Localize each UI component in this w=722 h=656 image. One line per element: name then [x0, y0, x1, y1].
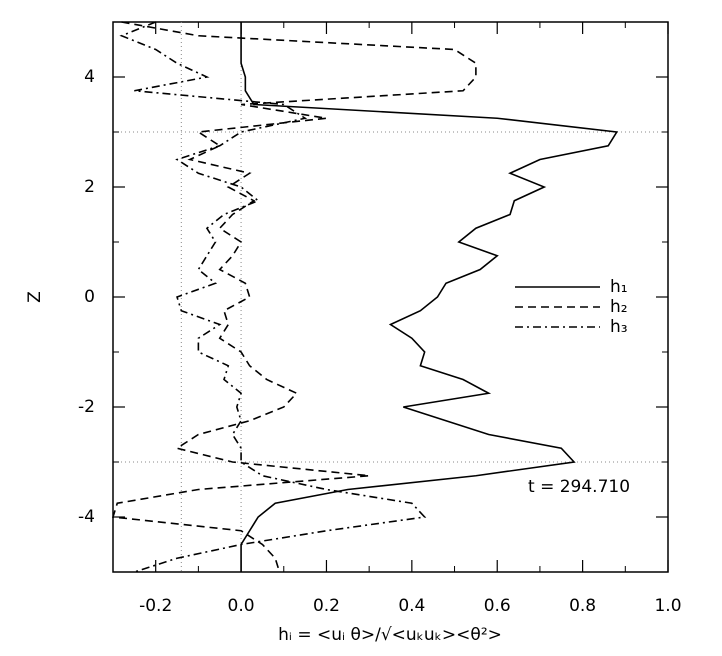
annotation: t = 294.710: [528, 477, 630, 497]
x-tick-label: 0.0: [228, 596, 255, 616]
x-tick-label: 0.6: [484, 596, 511, 616]
series-line: [119, 21, 427, 573]
y-tick-label: -2: [78, 397, 95, 417]
y-tick-label: 2: [84, 177, 95, 197]
series-line: [111, 21, 477, 573]
series-line: [240, 22, 619, 572]
x-tick-label: 0.4: [398, 596, 425, 616]
x-tick-label: 0.2: [313, 596, 340, 616]
y-tick-label: 0: [84, 287, 95, 307]
x-tick-label: 0.8: [569, 596, 596, 616]
y-tick-label: -4: [78, 507, 95, 527]
legend-label: h₂: [610, 297, 628, 317]
legend-label: h₁: [610, 277, 628, 297]
y-axis-label: Z: [25, 291, 45, 303]
legend-label: h₃: [610, 317, 628, 337]
x-tick-label: -0.2: [139, 596, 172, 616]
x-tick-label: 1.0: [654, 596, 681, 616]
y-tick-label: 4: [84, 67, 95, 87]
x-axis-label: hᵢ = <uᵢ θ>/√<uₖuₖ><θ²>: [278, 625, 502, 645]
